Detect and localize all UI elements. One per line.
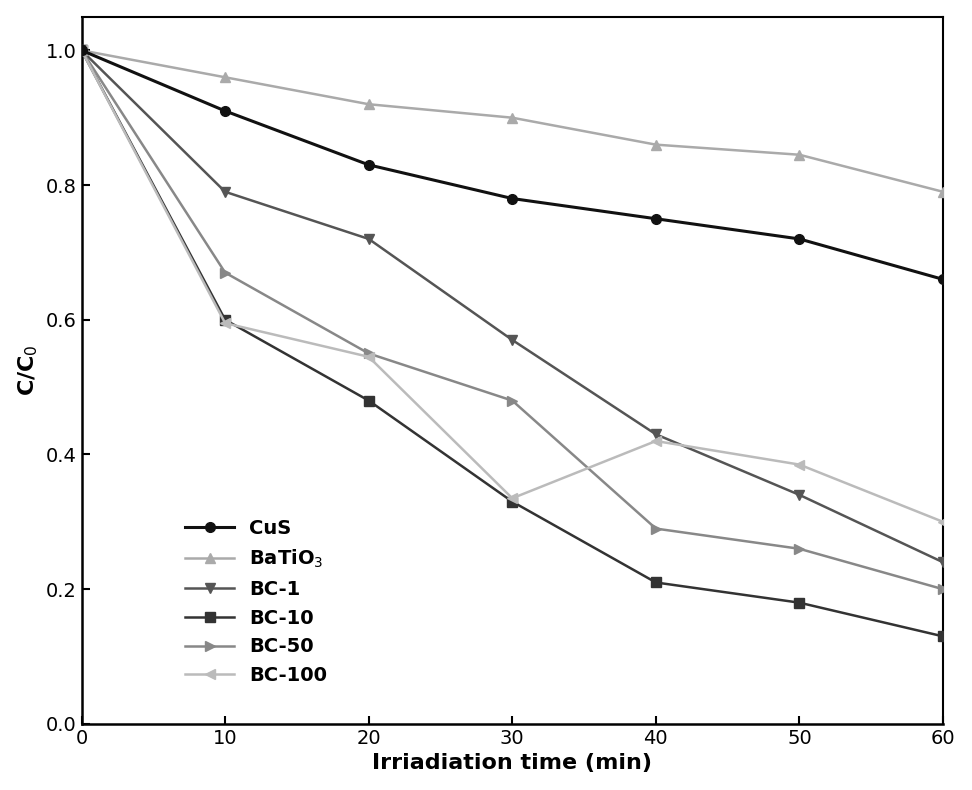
BC-10 — [793, 598, 805, 608]
BC-100 — [76, 46, 87, 55]
CuS — [363, 160, 374, 170]
BC-1 — [506, 335, 518, 344]
CuS — [650, 214, 662, 224]
BaTiO$_3$ — [220, 73, 231, 82]
BaTiO$_3$ — [363, 100, 374, 109]
BC-1 — [363, 234, 374, 243]
X-axis label: Irriadiation time (min): Irriadiation time (min) — [372, 754, 652, 773]
CuS — [76, 46, 87, 55]
BC-10 — [76, 46, 87, 55]
BC-100 — [363, 352, 374, 362]
BC-50 — [506, 396, 518, 405]
BC-1 — [937, 558, 949, 567]
BC-10 — [937, 632, 949, 641]
BC-100 — [650, 436, 662, 446]
BaTiO$_3$ — [650, 140, 662, 149]
BaTiO$_3$ — [76, 46, 87, 55]
Line: BC-1: BC-1 — [77, 46, 948, 567]
Legend: CuS, BaTiO$_3$, BC-1, BC-10, BC-50, BC-100: CuS, BaTiO$_3$, BC-1, BC-10, BC-50, BC-1… — [178, 511, 335, 693]
BC-1 — [650, 430, 662, 439]
Line: CuS: CuS — [77, 46, 948, 284]
BC-10 — [506, 497, 518, 506]
CuS — [506, 194, 518, 203]
BC-50 — [220, 268, 231, 277]
BC-50 — [793, 544, 805, 554]
CuS — [793, 234, 805, 243]
BC-100 — [220, 318, 231, 328]
BC-1 — [220, 187, 231, 197]
BC-50 — [363, 348, 374, 358]
BC-10 — [650, 577, 662, 587]
BC-1 — [76, 46, 87, 55]
Line: BC-50: BC-50 — [77, 46, 948, 594]
BaTiO$_3$ — [506, 113, 518, 122]
Y-axis label: C/C$_0$: C/C$_0$ — [17, 344, 40, 396]
BC-100 — [937, 517, 949, 527]
BaTiO$_3$ — [793, 150, 805, 160]
BC-50 — [937, 585, 949, 594]
Line: BC-10: BC-10 — [77, 46, 948, 641]
CuS — [220, 106, 231, 115]
BaTiO$_3$ — [937, 187, 949, 197]
Line: BC-100: BC-100 — [77, 46, 948, 527]
Line: BaTiO$_3$: BaTiO$_3$ — [77, 46, 948, 197]
BC-50 — [76, 46, 87, 55]
BC-10 — [363, 396, 374, 405]
BC-1 — [793, 490, 805, 499]
BC-50 — [650, 524, 662, 533]
BC-100 — [506, 494, 518, 503]
BC-10 — [220, 315, 231, 325]
BC-100 — [793, 460, 805, 469]
CuS — [937, 275, 949, 284]
